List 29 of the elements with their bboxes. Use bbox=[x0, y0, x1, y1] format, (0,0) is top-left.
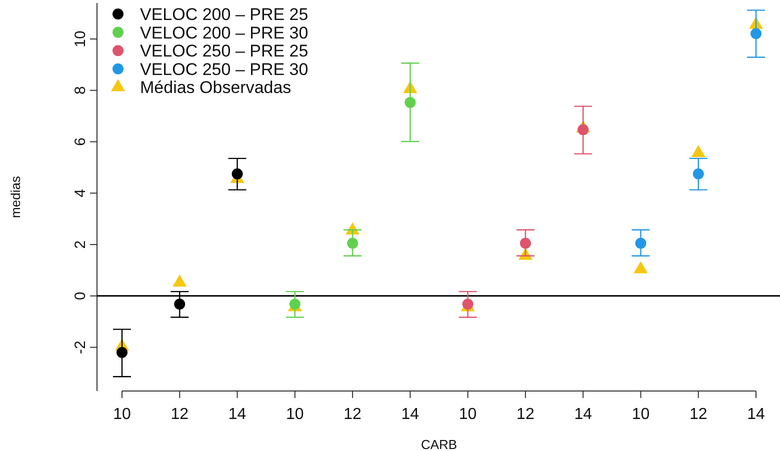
point bbox=[634, 261, 648, 274]
legend-label: VELOC 200 – PRE 25 bbox=[140, 5, 308, 24]
point bbox=[172, 274, 187, 287]
y-tick-label: 8 bbox=[72, 86, 89, 95]
x-tick-label: 14 bbox=[401, 406, 420, 423]
x-tick-label: 12 bbox=[170, 406, 189, 423]
x-tick-label: 14 bbox=[747, 406, 765, 423]
x-tick-label: 10 bbox=[286, 406, 304, 423]
x-tick-label: 10 bbox=[113, 406, 131, 423]
y-tick-label: 4 bbox=[72, 188, 89, 198]
x-tick-label: 12 bbox=[344, 406, 362, 423]
y-tick-label: 6 bbox=[72, 138, 89, 146]
x-tick-label: 10 bbox=[632, 406, 650, 423]
x-tick-label: 14 bbox=[228, 406, 246, 423]
legend-label: VELOC 250 – PRE 25 bbox=[140, 42, 308, 61]
x-tick-label: 14 bbox=[574, 406, 592, 423]
x-tick-label: 10 bbox=[458, 406, 477, 423]
legend-label: VELOC 250 – PRE 30 bbox=[140, 60, 308, 79]
point bbox=[691, 144, 706, 158]
legend-label: Médias Observadas bbox=[140, 78, 292, 98]
y-tick-label: 10 bbox=[72, 30, 89, 48]
legend-label: VELOC 200 – PRE 30 bbox=[140, 23, 308, 42]
y-axis-title: medias bbox=[8, 176, 23, 218]
y-tick-label: 2 bbox=[72, 240, 89, 249]
y-tick-label: 0 bbox=[72, 292, 89, 300]
y-tick-label: -2 bbox=[72, 340, 89, 354]
x-tick-label: 12 bbox=[689, 406, 708, 423]
x-axis-title: CARB bbox=[420, 437, 458, 451]
x-tick-label: 12 bbox=[516, 406, 534, 423]
